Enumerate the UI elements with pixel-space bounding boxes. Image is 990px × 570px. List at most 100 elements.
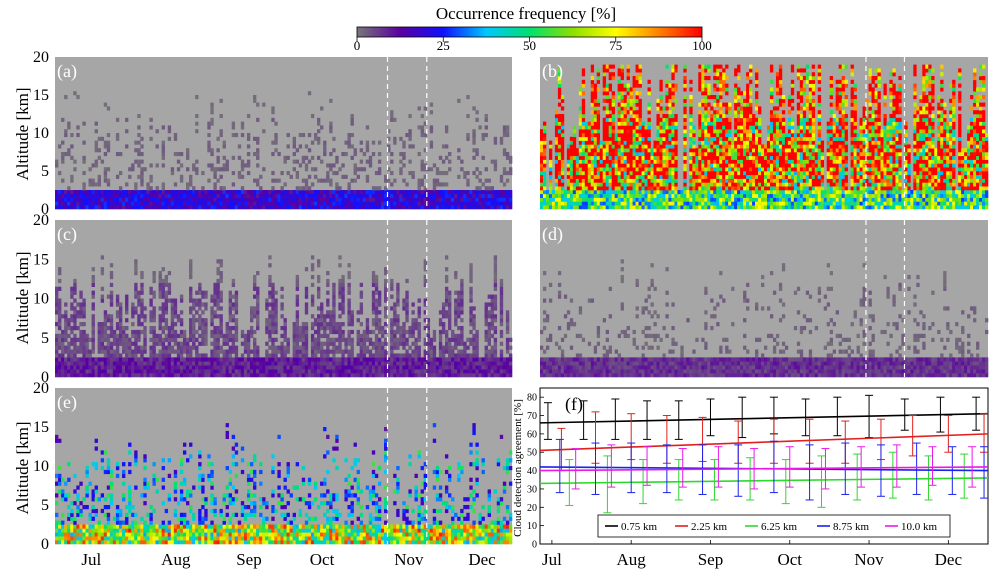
heatmap-cell [67,125,70,129]
heatmap-cell [67,194,70,198]
heatmap-cell [857,163,860,167]
heatmap-cell [665,84,668,88]
heatmap-cell [290,201,293,205]
heatmap-cell [290,198,293,202]
heatmap-cell [665,125,668,129]
heatmap-cell [314,198,317,202]
heatmap-cell [107,167,110,171]
heatmap-cell [642,122,645,126]
heatmap-cell [98,156,101,160]
heatmap-cell [621,144,624,148]
heatmap-cell [561,179,564,183]
heatmap-cell [869,205,872,209]
heatmap-cell [186,205,189,209]
heatmap-cell [836,137,839,141]
heatmap-cell [503,201,506,205]
heatmap-cell [812,125,815,129]
heatmap-cell [621,76,624,80]
heatmap-cell [722,179,725,183]
heatmap-cell [506,171,509,175]
heatmap-cell [728,194,731,198]
heatmap-cell [567,194,570,198]
heatmap-cell [642,163,645,167]
heatmap-cell [674,182,677,186]
heatmap-cell [898,99,901,103]
heatmap-cell [585,148,588,152]
heatmap-cell [928,103,931,107]
heatmap-cell [329,198,332,202]
heatmap-cell [776,91,779,95]
heatmap-cell [710,152,713,156]
heatmap-cell [540,190,543,194]
heatmap-cell [612,122,615,126]
heatmap-cell [869,198,872,202]
heatmap-cell [830,91,833,95]
heatmap-cell [323,148,326,152]
heatmap-cell [630,163,633,167]
heatmap-cell [925,80,928,84]
heatmap-cell [895,106,898,110]
heatmap-cell [582,198,585,202]
heatmap-cell [916,198,919,202]
heatmap-cell [633,133,636,137]
heatmap-cell [842,201,845,205]
heatmap-cell [284,194,287,198]
heatmap-cell [393,194,396,198]
heatmap-cell [213,201,216,205]
heatmap-cell [803,106,806,110]
heatmap-cell [317,201,320,205]
heatmap-cell [898,137,901,141]
heatmap-cell [594,125,597,129]
heatmap-cell [70,201,73,205]
heatmap-cell [369,201,372,205]
heatmap-cell [585,167,588,171]
heatmap-cell [475,201,478,205]
heatmap-cell [668,201,671,205]
heatmap-cell [854,99,857,103]
heatmap-cell [770,141,773,145]
heatmap-cell [671,125,674,129]
heatmap-cell [555,144,558,148]
heatmap-cell [633,205,636,209]
heatmap-cell [393,118,396,122]
heatmap-cell [421,198,424,202]
heatmap-cell [320,160,323,164]
heatmap-cell [860,141,863,145]
heatmap-cell [931,156,934,160]
heatmap-cell [916,137,919,141]
heatmap-cell [411,205,414,209]
heatmap-cell [662,156,665,160]
heatmap-cell [642,179,645,183]
heatmap-cell [839,201,842,205]
heatmap-cell [430,129,433,133]
heatmap-cell [405,190,408,194]
heatmap-cell [842,186,845,190]
heatmap-cell [707,171,710,175]
heatmap-cell [895,205,898,209]
heatmap-cell [743,144,746,148]
heatmap-cell [734,144,737,148]
heatmap-cell [854,95,857,99]
heatmap-cell [725,84,728,88]
heatmap-cell [73,205,76,209]
heatmap-cell [928,129,931,133]
heatmap-cell [767,190,770,194]
heatmap-cell [842,118,845,122]
heatmap-cell [776,122,779,126]
heatmap-cell [665,160,668,164]
heatmap-cell [806,65,809,69]
heatmap-cell [384,198,387,202]
heatmap-cell [833,118,836,122]
heatmap-cell [806,205,809,209]
heatmap-cell [543,194,546,198]
heatmap-cell [806,167,809,171]
heatmap-cell [588,198,591,202]
heatmap-cell [290,194,293,198]
heatmap-cell [892,133,895,137]
heatmap-cell [925,163,928,167]
heatmap-cell [183,190,186,194]
heatmap-cell [606,152,609,156]
heatmap-cell [311,167,314,171]
heatmap-cell [642,152,645,156]
heatmap-cell [800,186,803,190]
